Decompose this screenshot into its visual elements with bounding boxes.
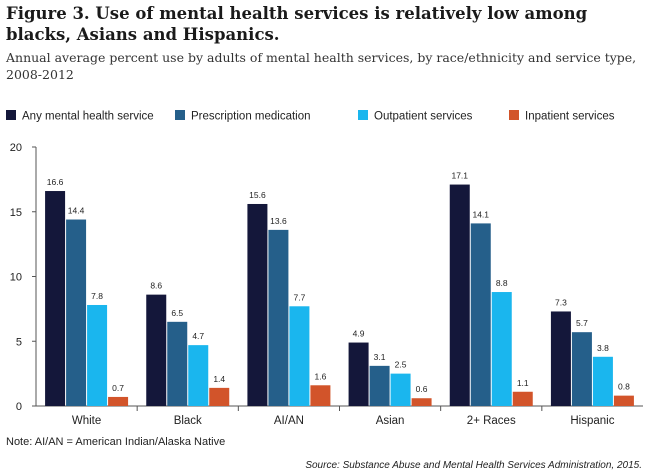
data-label: 4.9 (353, 329, 365, 339)
x-tick-label: White (72, 415, 101, 427)
legend-label-1: Any mental health service (22, 111, 154, 123)
data-label: 16.6 (47, 177, 64, 187)
bar (247, 203, 268, 406)
data-label: 14.4 (68, 206, 85, 216)
data-label: 3.1 (374, 352, 386, 362)
bar (512, 391, 533, 406)
bar (108, 396, 129, 406)
data-label: 7.3 (555, 297, 567, 307)
chart-source: Source: Substance Abuse and Mental Healt… (305, 460, 642, 471)
data-label: 14.1 (472, 209, 489, 219)
bar (449, 184, 470, 406)
bar (310, 385, 331, 406)
legend-swatch-1 (6, 110, 16, 120)
data-label: 15.6 (249, 190, 266, 200)
bar (369, 365, 390, 406)
legend-label-3: Outpatient services (374, 111, 473, 123)
bar (146, 294, 167, 406)
bar (491, 292, 512, 406)
data-label: 0.8 (618, 382, 630, 392)
bar (613, 395, 634, 406)
bar (167, 321, 188, 406)
figure-subtitle: Annual average percent use by adults of … (6, 50, 637, 82)
data-label: 13.6 (270, 216, 287, 226)
bar (209, 387, 230, 406)
data-label: 0.7 (112, 383, 124, 393)
data-label: 8.6 (150, 281, 162, 291)
bar (470, 223, 491, 406)
data-label: 8.8 (496, 278, 508, 288)
bar (66, 219, 87, 406)
chart-note: Note: AI/AN = American Indian/Alaska Nat… (6, 436, 226, 448)
bar (45, 191, 66, 406)
legend-label-4: Inpatient services (525, 111, 615, 123)
y-tick-label: 5 (16, 336, 22, 348)
data-label: 17.1 (451, 171, 468, 181)
data-label: 1.4 (213, 374, 225, 384)
y-tick-label: 10 (10, 272, 22, 284)
x-tick-label: 2+ Races (467, 415, 516, 427)
data-label: 1.6 (315, 371, 327, 381)
legend-swatch-2 (175, 110, 185, 120)
bar (188, 345, 209, 406)
bar (348, 342, 369, 406)
legend-swatch-4 (509, 110, 519, 120)
bar (411, 398, 432, 406)
x-tick-label: Hispanic (570, 415, 614, 427)
y-tick-label: 20 (10, 142, 22, 154)
data-label: 1.1 (517, 378, 529, 388)
data-label: 7.8 (91, 291, 103, 301)
y-tick-label: 0 (16, 401, 22, 413)
bar (550, 311, 571, 406)
legend-label-2: Prescription medication (191, 111, 311, 123)
bar (87, 304, 108, 406)
x-tick-label: Black (174, 415, 202, 427)
data-label: 0.6 (416, 384, 428, 394)
x-tick-label: Asian (376, 415, 405, 427)
data-label: 2.5 (395, 360, 407, 370)
data-label: 5.7 (576, 318, 588, 328)
legend-swatch-3 (358, 110, 368, 120)
data-label: 6.5 (171, 308, 183, 318)
y-tick-label: 15 (10, 207, 22, 219)
bar (571, 332, 592, 406)
bar (289, 306, 310, 406)
figure-title: Figure 3. Use of mental health services … (6, 4, 588, 44)
bar (592, 356, 613, 406)
data-label: 4.7 (192, 331, 204, 341)
bar (268, 229, 289, 406)
data-label: 3.8 (597, 343, 609, 353)
bar (390, 373, 411, 406)
x-tick-label: AI/AN (274, 415, 304, 427)
data-label: 7.7 (294, 292, 306, 302)
